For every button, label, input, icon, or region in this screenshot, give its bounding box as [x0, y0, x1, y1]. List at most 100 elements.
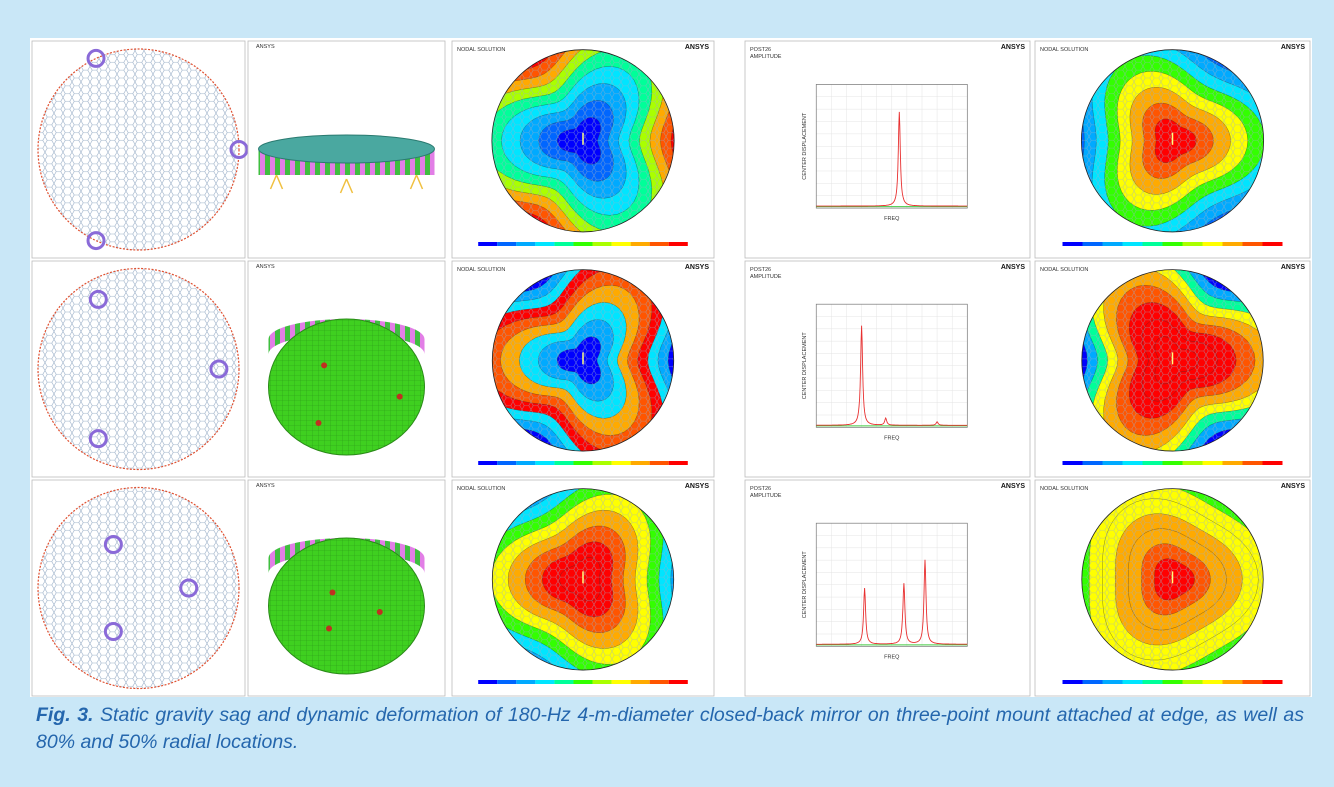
- colorbar-cell: [554, 242, 574, 246]
- caption-label: Fig. 3.: [36, 704, 94, 726]
- mount-point: [88, 289, 108, 309]
- colorbar-cell: [497, 680, 517, 684]
- colorbar-cell: [1082, 680, 1103, 684]
- colorbar-cell: [1142, 461, 1163, 465]
- x-axis-label: FREQ: [884, 654, 900, 660]
- colorbar-cell: [535, 680, 555, 684]
- mount-point: [88, 429, 108, 449]
- mount-point: [209, 359, 229, 379]
- panel-title: NODAL SOLUTION: [457, 267, 505, 273]
- colorbar-cell: [1202, 461, 1223, 465]
- colorbar-cell: [1142, 242, 1163, 246]
- colorbar-cell: [1262, 680, 1283, 684]
- colorbar-cell: [516, 242, 536, 246]
- panel-title: NODAL SOLUTION: [1040, 486, 1088, 492]
- colorbar-cell: [478, 680, 498, 684]
- panel-title: NODAL SOLUTION: [457, 486, 505, 492]
- colorbar-cell: [649, 242, 669, 246]
- colorbar-cell: [630, 242, 650, 246]
- x-axis-label: FREQ: [884, 435, 900, 441]
- mount-marker: [321, 362, 328, 369]
- colorbar-cell: [668, 242, 688, 246]
- contour-outline: [491, 49, 675, 233]
- colorbar-cell: [1182, 242, 1203, 246]
- plot-axes: [815, 84, 968, 209]
- mount-marker: [376, 609, 383, 615]
- mount-point: [86, 48, 106, 68]
- panel-title: NODAL SOLUTION: [1040, 267, 1088, 273]
- colorbar-cell: [592, 461, 612, 465]
- response-curve: [816, 325, 968, 426]
- colorbar-cell: [535, 461, 555, 465]
- mount-point: [229, 140, 249, 159]
- colorbar-cell: [1082, 242, 1103, 246]
- panel-title: NODAL SOLUTION: [1040, 47, 1088, 53]
- colorbar-cell: [668, 461, 688, 465]
- colorbar-cell: [1062, 461, 1083, 465]
- panel-subtitle: AMPLITUDE: [750, 54, 782, 60]
- panel-title: NODAL SOLUTION: [457, 47, 505, 53]
- colorbar-cell: [1122, 680, 1143, 684]
- colorbar-cell: [1162, 242, 1183, 246]
- colorbar-cell: [1262, 461, 1283, 465]
- colorbar-cell: [630, 461, 650, 465]
- colorbar-cell: [1222, 461, 1243, 465]
- subfigure-frame: [744, 479, 1031, 697]
- colorbar-cell: [611, 242, 631, 246]
- mirror-edge: [37, 486, 240, 690]
- mirror-face: [268, 537, 425, 675]
- mirror-mesh: [38, 268, 239, 470]
- mount-leg: [269, 174, 284, 190]
- subfigure: [31, 40, 249, 259]
- panel-title: POST26: [750, 267, 771, 273]
- mount-point: [179, 578, 199, 598]
- colorbar-cell: [1102, 680, 1123, 684]
- software-label: ANSYS: [685, 264, 709, 271]
- colorbar-cell: [1202, 242, 1223, 246]
- colorbar-cell: [1062, 242, 1083, 246]
- colorbar-cell: [1122, 242, 1143, 246]
- software-label: ANSYS: [1001, 264, 1025, 271]
- mount-leg: [339, 178, 354, 194]
- subfigure: NODAL SOLUTION ANSYS: [451, 40, 715, 259]
- contour-outline: [491, 269, 675, 452]
- colorbar-cell: [1182, 461, 1203, 465]
- mirror-face: [268, 318, 425, 456]
- colorbar-cell: [573, 461, 593, 465]
- colorbar-cell: [668, 680, 688, 684]
- colorbar-cell: [1222, 242, 1243, 246]
- subfigure: NODAL SOLUTION ANSYS: [451, 479, 715, 697]
- colorbar-cell: [478, 461, 498, 465]
- software-label: ANSYS: [685, 44, 709, 51]
- colorbar-cell: [649, 461, 669, 465]
- colorbar-cell: [1062, 680, 1083, 684]
- software-label: ANSYS: [1281, 483, 1305, 490]
- mount-marker: [326, 625, 332, 632]
- subfigure: ANSYS: [247, 479, 446, 697]
- colorbar-cell: [1102, 461, 1123, 465]
- colorbar-cell: [1162, 461, 1183, 465]
- contour-outline: [491, 488, 675, 671]
- plot-axes: [815, 522, 968, 647]
- model-header: ANSYS: [256, 44, 275, 50]
- colorbar-cell: [1222, 680, 1243, 684]
- subfigure: [31, 260, 246, 478]
- response-curve: [816, 559, 968, 645]
- colorbar-cell: [1102, 242, 1123, 246]
- contour-outline: [1081, 488, 1264, 671]
- mount-marker: [329, 589, 336, 596]
- subfigure-frame: [744, 260, 1031, 478]
- software-label: ANSYS: [1281, 44, 1305, 51]
- subfigure: ANSYS: [247, 40, 446, 259]
- subfigure-frame: [744, 40, 1031, 259]
- panel-title: POST26: [750, 47, 771, 53]
- colorbar-cell: [554, 461, 574, 465]
- colorbar-cell: [497, 242, 517, 246]
- mirror-edge: [37, 48, 240, 251]
- colorbar-cell: [611, 680, 631, 684]
- colorbar-cell: [554, 680, 574, 684]
- colorbar-cell: [649, 680, 669, 684]
- software-label: ANSYS: [1001, 483, 1025, 490]
